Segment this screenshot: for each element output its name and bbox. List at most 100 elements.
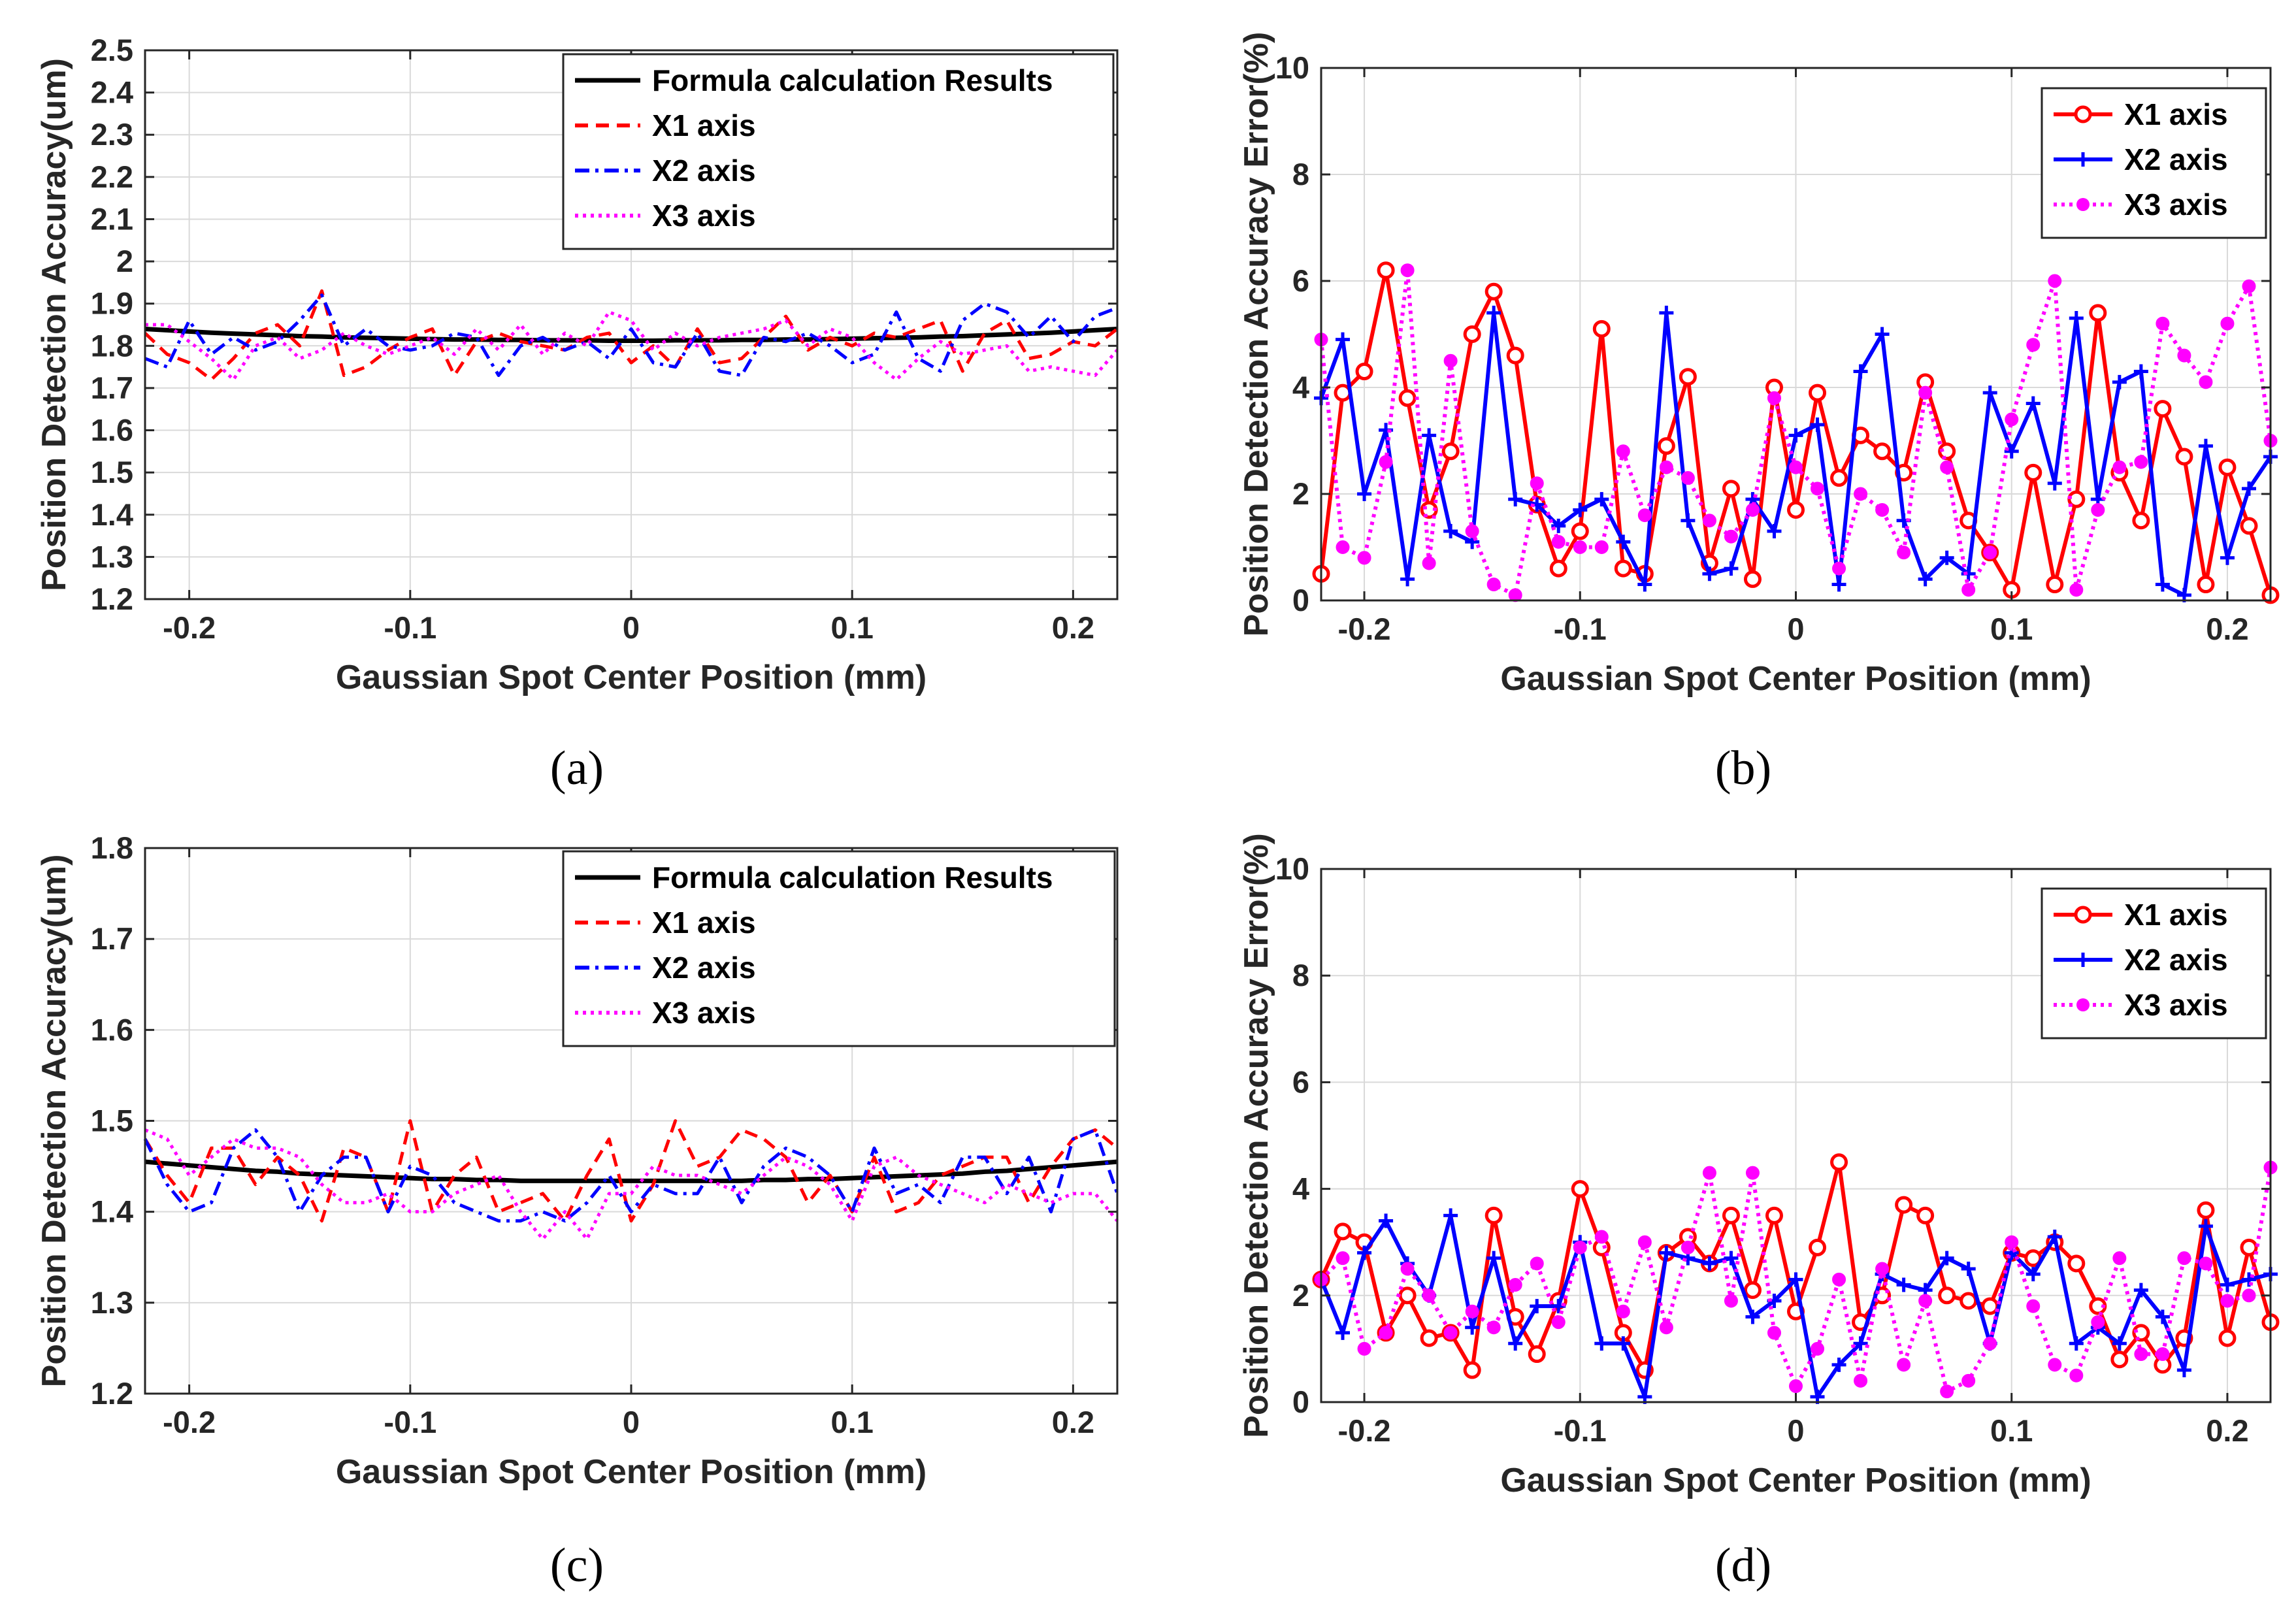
data-point-x2 bbox=[1853, 364, 1868, 379]
data-point-x1 bbox=[2132, 1324, 2150, 1342]
y-tick-label: 2 bbox=[1292, 476, 1309, 511]
data-point-x3 bbox=[2005, 412, 2019, 427]
data-point-x3 bbox=[1530, 1256, 1544, 1271]
data-point-x3 bbox=[1789, 460, 1803, 474]
x-tick-label: 0 bbox=[1787, 1413, 1804, 1448]
panel-label: (a) bbox=[550, 742, 604, 795]
legend-marker-x1 bbox=[2074, 906, 2092, 924]
data-point-x3 bbox=[1551, 1315, 1566, 1330]
data-point-x3 bbox=[2199, 1256, 2213, 1271]
data-point-x1 bbox=[2067, 1254, 2086, 1273]
data-point-x3 bbox=[1422, 556, 1436, 570]
data-point-x3 bbox=[2112, 1251, 2127, 1266]
data-point-x2 bbox=[1357, 1245, 1372, 1260]
data-point-x3 bbox=[1940, 460, 1954, 474]
chart-panel-1: -0.2 -0.1 0 0.1 0.2 1.2 1.3 1.4 1.5 1.6 1.7 1.8 1.9 2… bbox=[35, 33, 1119, 795]
y-tick-label: 6 bbox=[1292, 263, 1309, 298]
data-point-x2 bbox=[1918, 572, 1933, 587]
data-point-x1 bbox=[1571, 1180, 1589, 1198]
data-point-x3 bbox=[1832, 561, 1846, 576]
legend-label-x3: X3 axis bbox=[652, 199, 756, 233]
data-point-x3 bbox=[1983, 1336, 1997, 1350]
data-point-x3 bbox=[1961, 583, 1976, 597]
data-point-x1 bbox=[1506, 346, 1524, 365]
data-point-x1 bbox=[1377, 261, 1395, 280]
data-point-x2 bbox=[1336, 1325, 1351, 1340]
data-point-x2 bbox=[1486, 1251, 1501, 1266]
series-line-formula bbox=[144, 1159, 1118, 1183]
data-point-x2 bbox=[1896, 1277, 1911, 1292]
y-tick-label: 1.5 bbox=[91, 1104, 133, 1138]
panel-label: (c) bbox=[550, 1539, 604, 1592]
data-point-x1 bbox=[1722, 1206, 1740, 1224]
data-point-x2 bbox=[2133, 364, 2148, 379]
data-point-x2 bbox=[1422, 428, 1437, 443]
x-tick-label: 0.2 bbox=[1052, 610, 1094, 645]
data-point-x1 bbox=[1916, 1206, 1935, 1224]
data-point-x1 bbox=[1787, 500, 1805, 519]
data-point-x1 bbox=[1960, 1292, 1978, 1310]
data-point-x3 bbox=[1811, 482, 1825, 496]
data-point-x1 bbox=[1528, 1345, 1546, 1364]
data-point-x2 bbox=[1961, 1262, 1976, 1276]
data-point-x3 bbox=[1745, 1166, 1760, 1180]
data-point-x1 bbox=[2046, 576, 2064, 594]
data-point-x2 bbox=[2047, 476, 2062, 491]
data-point-x3 bbox=[1508, 588, 1522, 602]
data-point-x1 bbox=[2218, 458, 2237, 476]
data-point-x3 bbox=[1379, 455, 1393, 469]
data-point-x2 bbox=[2176, 1363, 2191, 1378]
data-point-x3 bbox=[2177, 348, 2191, 363]
data-point-x2 bbox=[1724, 1251, 1739, 1266]
data-point-x2 bbox=[2220, 550, 2235, 565]
y-tick-label: 4 bbox=[1292, 370, 1309, 404]
data-point-x3 bbox=[1486, 1320, 1501, 1335]
data-point-x3 bbox=[1573, 1240, 1587, 1254]
data-point-x3 bbox=[1508, 1277, 1522, 1292]
y-tick-label: 1.6 bbox=[91, 1012, 133, 1047]
data-point-x3 bbox=[2091, 1315, 2105, 1330]
data-point-x3 bbox=[1961, 1373, 1976, 1388]
data-point-x2 bbox=[1939, 1251, 1954, 1266]
data-point-x2 bbox=[1788, 1272, 1803, 1287]
data-point-x1 bbox=[2240, 517, 2258, 535]
legend-label-x1: X1 axis bbox=[2124, 97, 2228, 131]
data-point-x3 bbox=[1659, 460, 1673, 474]
data-point-x3 bbox=[2220, 1294, 2235, 1308]
data-point-x2 bbox=[1767, 524, 1782, 539]
data-point-x2 bbox=[1724, 561, 1739, 576]
y-tick-label: 0 bbox=[1292, 1384, 1309, 1419]
data-point-x1 bbox=[1743, 1281, 1762, 1300]
series-line-x1 bbox=[144, 289, 1119, 382]
data-point-x1 bbox=[1334, 1222, 1352, 1241]
data-point-x3 bbox=[1897, 1358, 1911, 1372]
data-point-x3 bbox=[2112, 460, 2127, 474]
data-point-x2 bbox=[1486, 305, 1501, 320]
data-point-x1 bbox=[2024, 463, 2042, 482]
data-point-x3 bbox=[1767, 1326, 1781, 1340]
legend-box bbox=[562, 53, 1115, 250]
x-tick-label: 0 bbox=[623, 1405, 640, 1439]
data-point-x2 bbox=[1939, 550, 1954, 565]
data-point-x2 bbox=[2025, 1267, 2041, 1282]
data-point-x3 bbox=[1336, 1251, 1350, 1266]
data-point-x2 bbox=[1982, 385, 1997, 401]
data-point-x3 bbox=[2026, 1299, 2041, 1313]
data-point-x3 bbox=[1637, 508, 1652, 523]
y-tick-label: 1.4 bbox=[91, 1194, 133, 1229]
data-point-x3 bbox=[1940, 1384, 1954, 1399]
data-point-x3 bbox=[1616, 1304, 1630, 1318]
data-point-x2 bbox=[2112, 374, 2127, 389]
data-point-x2 bbox=[1681, 513, 1696, 528]
data-point-x2 bbox=[2069, 1336, 2084, 1351]
x-axis-label: Gaussian Spot Center Position (mm) bbox=[1500, 1462, 2091, 1499]
data-point-x3 bbox=[1832, 1272, 1846, 1286]
data-point-x3 bbox=[2048, 274, 2062, 288]
y-tick-label: 2.4 bbox=[91, 75, 133, 110]
data-point-x3 bbox=[1465, 524, 1479, 538]
data-point-x3 bbox=[1767, 391, 1781, 405]
data-point-x3 bbox=[1357, 551, 1371, 565]
data-point-x3 bbox=[1422, 1288, 1436, 1303]
data-point-x1 bbox=[2240, 1238, 2258, 1256]
